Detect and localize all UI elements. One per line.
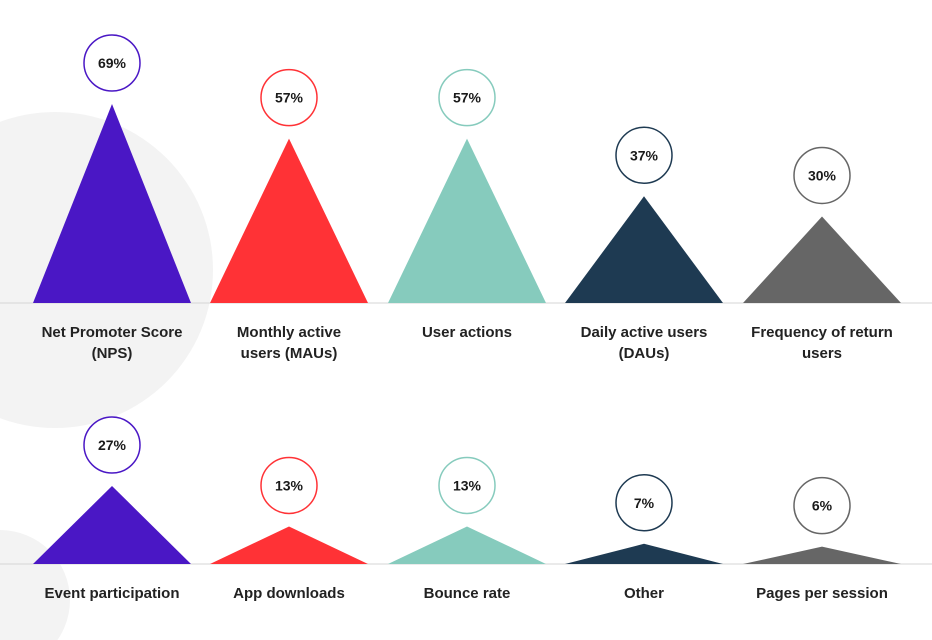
category-label: Pages per session (756, 585, 888, 602)
category-label: App downloads (233, 585, 345, 602)
triangle-bar (33, 486, 191, 564)
category-label-line: Bounce rate (424, 585, 511, 602)
value-label: 7% (634, 495, 655, 511)
value-circle (260, 456, 318, 515)
value-circle (438, 68, 496, 127)
value-label: 69% (98, 55, 127, 71)
category-label-line: App downloads (233, 585, 345, 602)
category-label-line: User actions (422, 324, 512, 341)
category-label: Frequency of return users (751, 324, 893, 362)
value-circle (260, 68, 318, 127)
triangle-bar (210, 138, 368, 303)
category-label: Bounce rate (424, 585, 511, 602)
value-circle (438, 456, 496, 515)
category-label: Monthly active users (MAUs) (237, 324, 341, 362)
value-label: 27% (98, 437, 127, 453)
category-label: Daily active users (DAUs) (581, 324, 708, 362)
category-label-line: Pages per session (756, 585, 888, 602)
triangle-bar (388, 526, 546, 564)
category-label-line: Event participation (44, 585, 179, 602)
triangle-bar (210, 526, 368, 564)
value-circle (615, 126, 673, 185)
triangle-bar (565, 196, 723, 303)
value-circle (83, 416, 141, 474)
value-label: 6% (812, 498, 833, 514)
triangle-bar (565, 543, 723, 564)
value-circle (793, 146, 851, 205)
category-label-line: users (MAUs) (241, 345, 338, 362)
triangle-bar (33, 104, 191, 303)
value-label: 13% (275, 477, 304, 493)
value-circle (83, 34, 141, 92)
category-label-line: Monthly active (237, 324, 341, 341)
category-label: Net Promoter Score (NPS) (42, 324, 183, 362)
category-label-line: Net Promoter Score (42, 324, 183, 341)
category-label: Other (624, 585, 664, 602)
value-label: 13% (453, 477, 482, 493)
category-label: User actions (422, 324, 512, 341)
category-label-line: (NPS) (92, 345, 133, 362)
value-circle (615, 474, 673, 532)
category-label: Event participation (44, 585, 179, 602)
value-circle (793, 476, 851, 535)
triangle-bar (743, 546, 901, 564)
value-label: 30% (808, 167, 837, 183)
value-label: 57% (453, 90, 482, 106)
category-label-line: Daily active users (581, 324, 708, 341)
triangle-bar (743, 216, 901, 303)
value-label: 37% (630, 147, 659, 163)
category-label-line: Frequency of return (751, 324, 893, 341)
value-label: 57% (275, 90, 304, 106)
category-label-line: users (802, 345, 842, 362)
category-label-line: (DAUs) (619, 345, 670, 362)
category-label-line: Other (624, 585, 664, 602)
triangle-bar (388, 138, 546, 303)
